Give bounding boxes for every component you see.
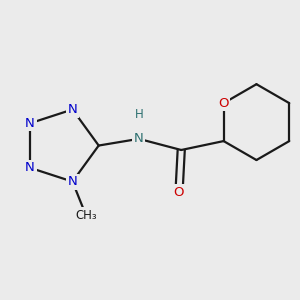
Text: O: O	[174, 186, 184, 199]
Text: N: N	[134, 132, 144, 145]
Text: H: H	[135, 108, 144, 121]
Text: N: N	[68, 175, 77, 188]
Text: N: N	[25, 161, 35, 174]
Text: O: O	[218, 97, 229, 110]
Text: N: N	[25, 117, 35, 130]
Text: CH₃: CH₃	[75, 208, 97, 222]
Text: N: N	[68, 103, 77, 116]
